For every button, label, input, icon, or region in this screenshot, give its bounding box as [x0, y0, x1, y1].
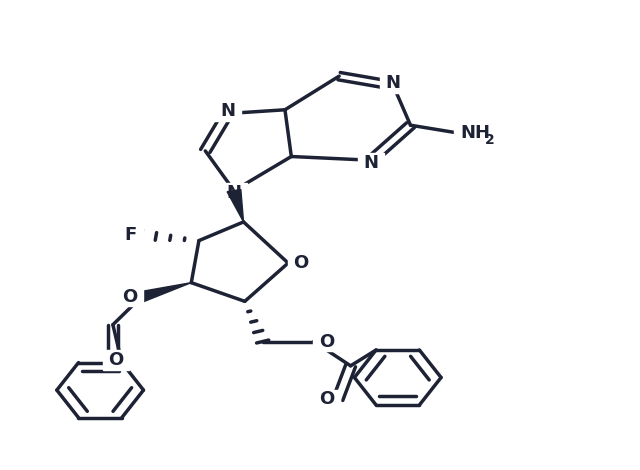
- Bar: [287, 253, 314, 273]
- Bar: [380, 73, 406, 93]
- Bar: [221, 183, 247, 203]
- Text: O: O: [122, 288, 138, 306]
- Bar: [454, 123, 492, 143]
- Bar: [116, 287, 143, 306]
- Text: N: N: [386, 74, 401, 92]
- Bar: [116, 225, 143, 245]
- Polygon shape: [227, 189, 244, 222]
- Text: F: F: [124, 226, 136, 244]
- Text: O: O: [319, 391, 334, 408]
- Bar: [313, 332, 340, 352]
- Bar: [358, 153, 385, 172]
- Bar: [102, 351, 129, 370]
- Text: N: N: [364, 154, 378, 172]
- Text: O: O: [108, 351, 124, 369]
- Text: N: N: [227, 184, 241, 202]
- Text: N: N: [220, 102, 235, 120]
- Bar: [214, 102, 241, 121]
- Text: 2: 2: [484, 133, 494, 147]
- Text: O: O: [319, 333, 334, 351]
- Text: O: O: [293, 254, 308, 272]
- Polygon shape: [139, 282, 191, 301]
- Bar: [313, 390, 340, 409]
- Text: NH: NH: [460, 124, 490, 142]
